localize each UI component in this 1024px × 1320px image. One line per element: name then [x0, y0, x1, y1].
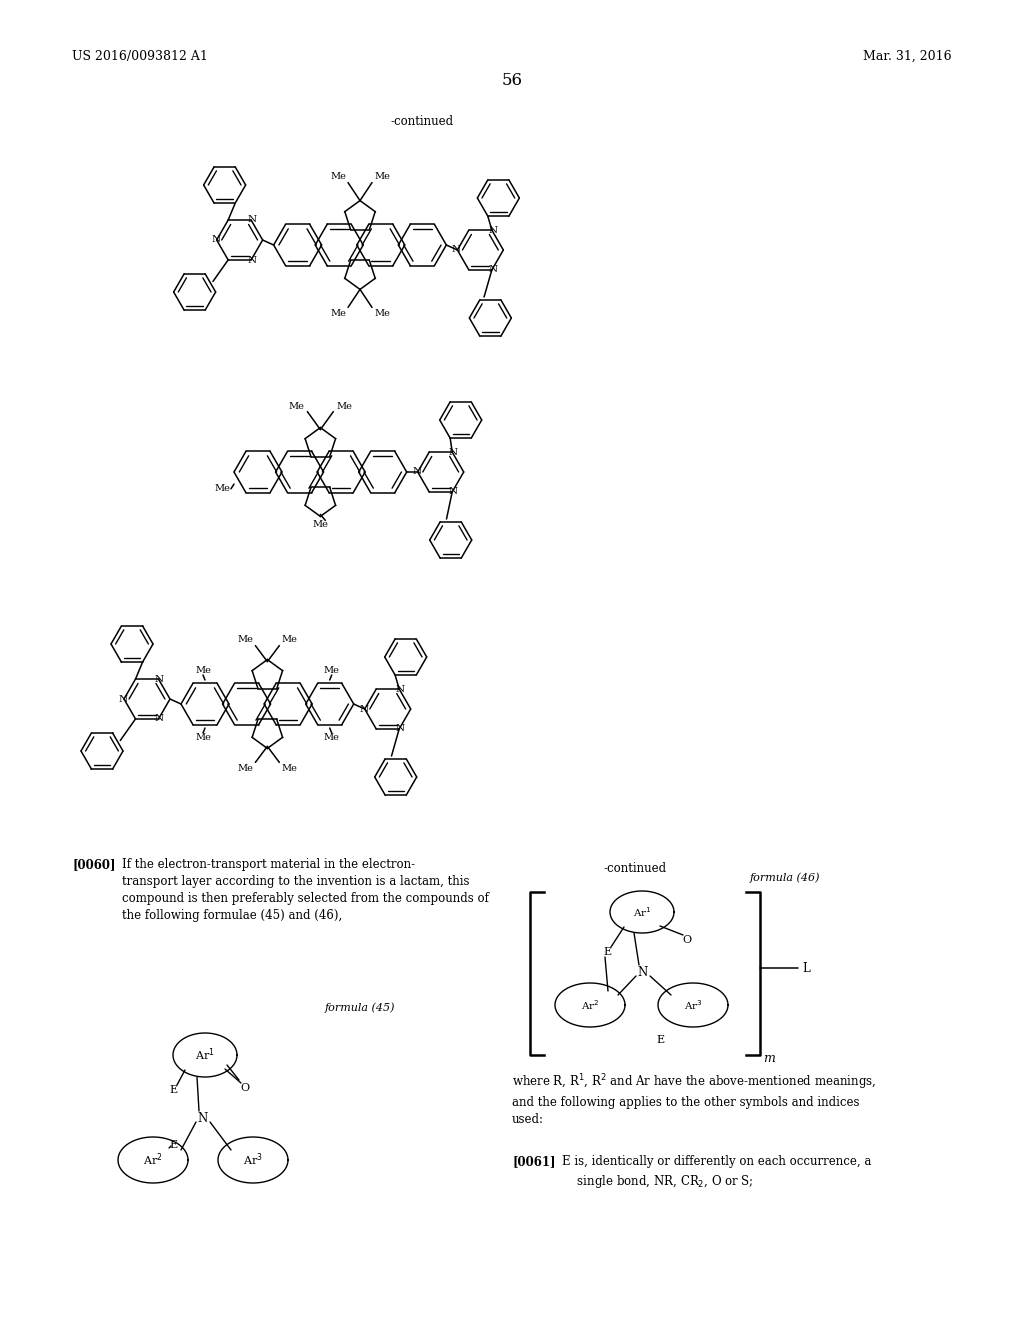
Text: m: m	[763, 1052, 775, 1065]
Text: N: N	[488, 226, 498, 235]
Text: formula (45): formula (45)	[325, 1002, 395, 1012]
Text: O: O	[241, 1082, 250, 1093]
Text: Me: Me	[195, 733, 211, 742]
Text: N: N	[449, 487, 458, 496]
Text: N: N	[412, 467, 421, 477]
Text: Me: Me	[195, 667, 211, 675]
Text: N: N	[638, 965, 648, 978]
Text: Ar$^2$: Ar$^2$	[581, 998, 599, 1012]
Text: Me: Me	[282, 764, 297, 774]
Text: O: O	[682, 935, 691, 945]
Text: N: N	[449, 447, 458, 457]
Text: E: E	[656, 1035, 664, 1045]
Text: N: N	[248, 256, 257, 265]
Text: E is, identically or differently on each occurrence, a
    single bond, NR, CR$_: E is, identically or differently on each…	[562, 1155, 871, 1189]
Text: Ar$^1$: Ar$^1$	[196, 1047, 215, 1064]
Text: 56: 56	[502, 73, 522, 88]
Text: [0060]: [0060]	[72, 858, 116, 871]
Text: Me: Me	[289, 401, 304, 411]
Text: Ar$^3$: Ar$^3$	[243, 1151, 263, 1168]
Text: N: N	[395, 685, 404, 693]
Text: L: L	[802, 961, 810, 974]
Text: Mar. 31, 2016: Mar. 31, 2016	[863, 50, 952, 63]
Text: Me: Me	[282, 635, 297, 644]
Text: Me: Me	[324, 733, 340, 742]
Text: formula (46): formula (46)	[750, 873, 820, 883]
Text: Ar$^3$: Ar$^3$	[684, 998, 702, 1012]
Text: N: N	[119, 694, 128, 704]
Text: E: E	[169, 1140, 177, 1150]
Text: [0061]: [0061]	[512, 1155, 555, 1168]
Text: US 2016/0093812 A1: US 2016/0093812 A1	[72, 50, 208, 63]
Text: N: N	[488, 265, 498, 275]
Text: -continued: -continued	[603, 862, 667, 875]
Text: N: N	[198, 1111, 208, 1125]
Text: E: E	[169, 1085, 177, 1096]
Text: N: N	[452, 246, 461, 255]
Text: Me: Me	[374, 309, 390, 318]
Text: N: N	[155, 714, 164, 723]
Text: Me: Me	[324, 667, 340, 675]
Text: Me: Me	[312, 520, 329, 529]
Text: Me: Me	[374, 172, 390, 181]
Text: Me: Me	[214, 484, 230, 494]
Text: If the electron-transport material in the electron-
transport layer according to: If the electron-transport material in th…	[122, 858, 488, 921]
Text: N: N	[211, 235, 220, 244]
Text: Me: Me	[238, 635, 253, 644]
Text: Me: Me	[330, 172, 346, 181]
Text: E: E	[603, 946, 611, 957]
Text: where R, R$^1$, R$^2$ and Ar have the above-mentioned meanings,
and the followin: where R, R$^1$, R$^2$ and Ar have the ab…	[512, 1072, 877, 1126]
Text: -continued: -continued	[390, 115, 454, 128]
Text: Ar$^2$: Ar$^2$	[143, 1151, 163, 1168]
Text: Ar$^1$: Ar$^1$	[633, 906, 651, 919]
Text: N: N	[248, 215, 257, 223]
Text: Me: Me	[330, 309, 346, 318]
Text: N: N	[395, 725, 404, 734]
Text: N: N	[359, 705, 369, 714]
Text: Me: Me	[238, 764, 253, 774]
Text: Me: Me	[336, 401, 352, 411]
Text: N: N	[155, 675, 164, 684]
